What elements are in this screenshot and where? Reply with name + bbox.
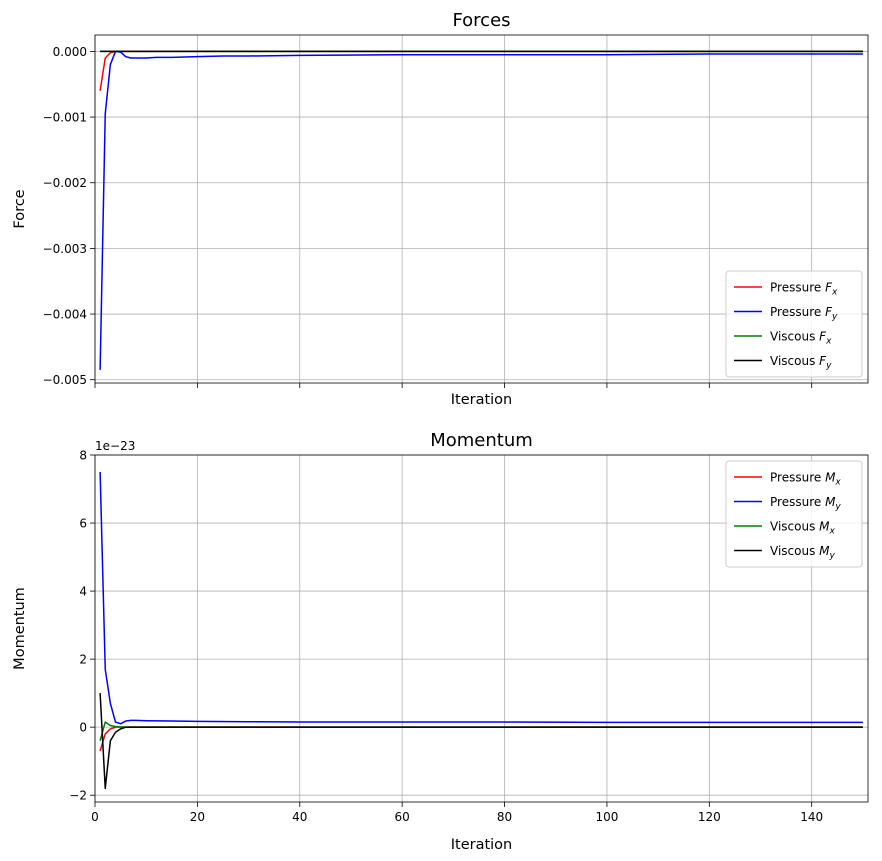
legend-entry-pressure-x: Pressure Fx xyxy=(770,281,838,298)
x-tick-label: 40 xyxy=(292,810,307,824)
chart-title: Forces xyxy=(452,10,510,31)
legend-entry-viscous-y: Viscous My xyxy=(770,544,836,561)
y-tick-label: 0 xyxy=(79,721,87,735)
x-tick-label: 20 xyxy=(190,810,205,824)
y-tick-label: 4 xyxy=(79,585,87,599)
x-tick-label: 80 xyxy=(497,810,512,824)
y-tick-label: −0.001 xyxy=(43,111,87,125)
x-tick-label: 120 xyxy=(698,810,721,824)
legend: Pressure Mx Pressure My Viscous Mx Viscous … xyxy=(725,460,863,568)
legend-entry-pressure-y: Pressure Fy xyxy=(770,305,838,322)
y-tick-label: −0.002 xyxy=(43,176,87,190)
y-tick-label: −0.005 xyxy=(43,373,87,387)
y-tick-label: 2 xyxy=(79,653,87,667)
legend: Pressure Fx Pressure Fy Viscous Fx Viscous … xyxy=(725,270,863,378)
x-tick-label: 100 xyxy=(595,810,618,824)
legend-entry-pressure-x: Pressure Mx xyxy=(770,471,841,488)
legend-box xyxy=(725,270,863,378)
legend-entry-viscous-y: Viscous Fy xyxy=(770,354,832,371)
legend-box xyxy=(725,460,863,568)
forces-chart: −0.005 −0.004 −0.003 −0.002 −0.001 0.000 Force… xyxy=(12,10,869,408)
series-line-viscous-x xyxy=(99,721,863,741)
x-tick-label: 0 xyxy=(91,810,99,824)
chart-title: Momentum xyxy=(430,430,533,451)
y-axis-label: Force xyxy=(12,189,28,228)
y-tick-label: −2 xyxy=(69,789,87,803)
x-tick-label: 140 xyxy=(800,810,823,824)
series-line-pressure-x xyxy=(99,50,863,91)
y-tick-label: 0.000 xyxy=(53,45,87,59)
x-tick-label: 60 xyxy=(395,810,410,824)
momentum-chart: 0 20 40 60 80 100 120 140 −2 0 2 4 6 8 1e−23 Momentum It… xyxy=(12,430,869,853)
x-axis-label: Iteration xyxy=(451,837,513,853)
y-tick-label: −0.003 xyxy=(43,242,87,256)
series-line-pressure-x xyxy=(99,726,863,752)
x-axis-label: Iteration xyxy=(451,392,513,408)
y-offset-label: 1e−23 xyxy=(95,439,135,453)
legend-entry-viscous-x: Viscous Fx xyxy=(770,330,832,347)
y-tick-label: −0.004 xyxy=(43,308,87,322)
legend-entry-viscous-x: Viscous Mx xyxy=(770,520,836,537)
series-line-viscous-y xyxy=(99,693,863,790)
plot-frame xyxy=(94,454,869,803)
y-tick-label: 8 xyxy=(79,449,87,463)
y-tick-label: 6 xyxy=(79,517,87,531)
plot-frame xyxy=(94,34,869,384)
y-axis-label: Momentum xyxy=(12,587,28,670)
series-line-pressure-y xyxy=(99,471,863,725)
legend-entry-pressure-y: Pressure My xyxy=(770,495,841,512)
